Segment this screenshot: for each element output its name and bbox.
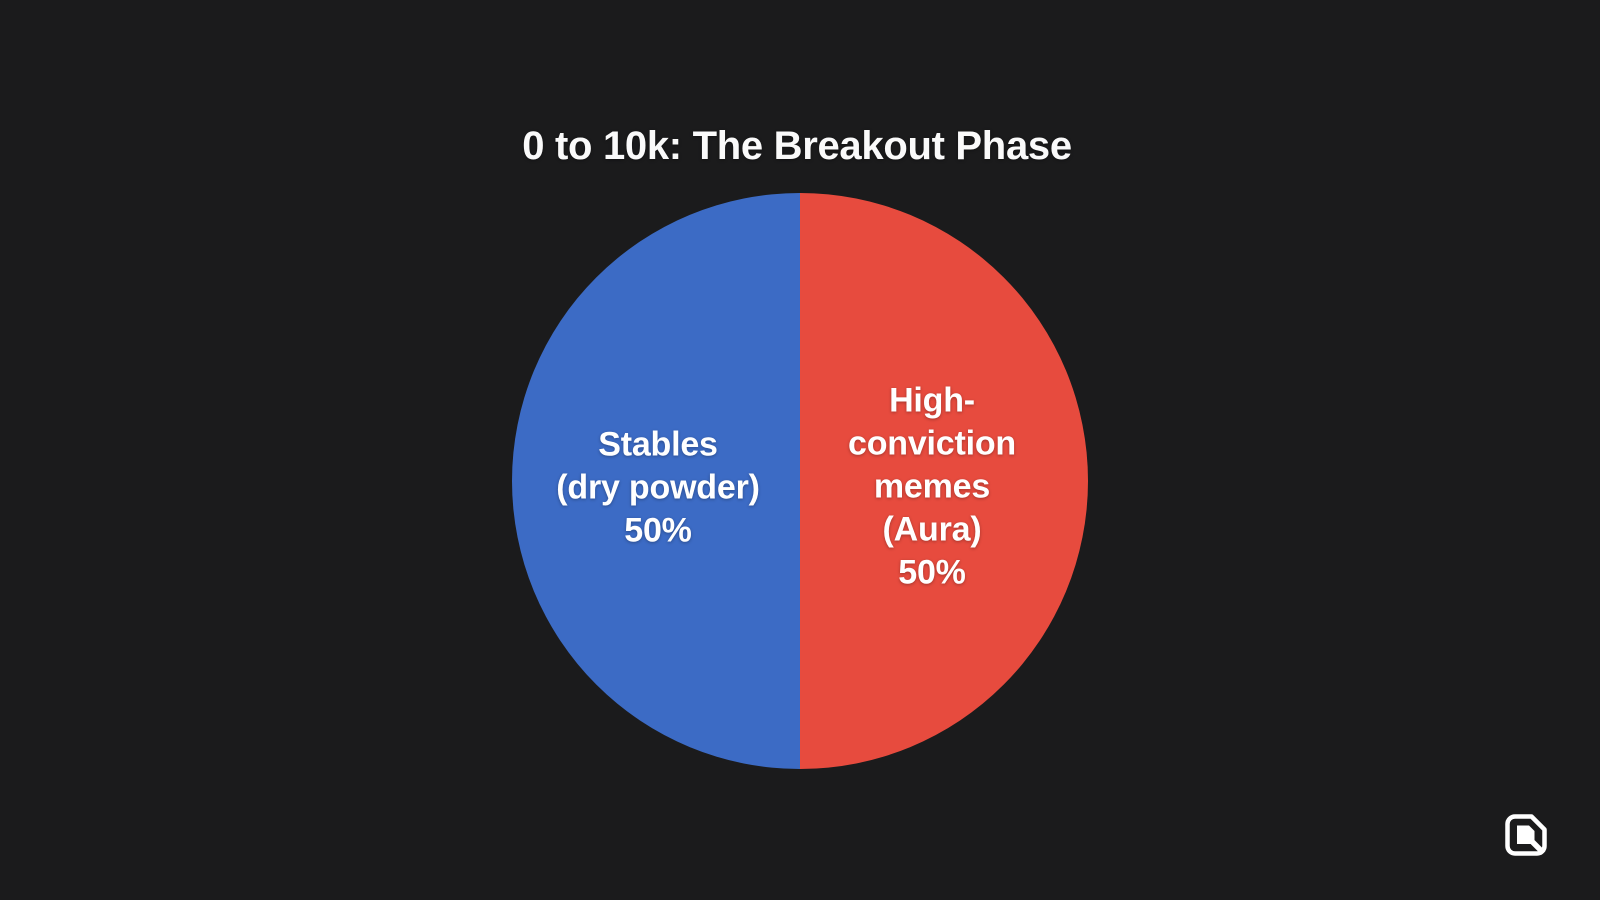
pie-slice-label-stables: Stables (dry powder) 50%: [556, 424, 760, 553]
slice-label-value: 50%: [898, 553, 966, 592]
pie-slice-label-high-conviction-memes: High- conviction memes (Aura) 50%: [848, 380, 1016, 595]
chart-title: 0 to 10k: The Breakout Phase: [522, 124, 1072, 168]
logo-mark-icon: [1503, 812, 1549, 858]
slice-label-line: memes: [873, 467, 991, 506]
slice-label-line: (dry powder): [556, 468, 760, 507]
slice-label-line: (Aura): [882, 510, 982, 549]
slice-label-line: Stables: [598, 425, 718, 464]
slice-label-value: 50%: [624, 511, 692, 550]
slice-label-line: conviction: [847, 424, 1017, 463]
pie-chart: [512, 193, 1088, 769]
slice-label-line: High-: [889, 381, 975, 420]
